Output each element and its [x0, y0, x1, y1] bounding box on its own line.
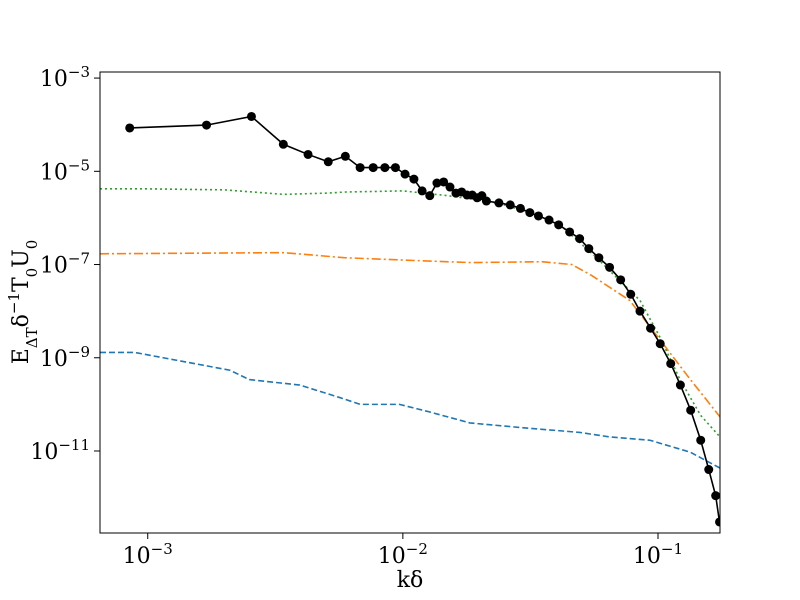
marker — [666, 359, 676, 369]
marker — [425, 191, 435, 201]
marker — [635, 306, 645, 316]
marker — [704, 465, 714, 475]
y-tick-label: 10−9 — [40, 343, 90, 372]
marker — [696, 435, 706, 445]
marker — [409, 174, 419, 184]
marker — [439, 177, 449, 187]
marker — [125, 123, 135, 133]
marker — [368, 163, 378, 173]
y-tick-label: 10−11 — [30, 436, 90, 465]
marker — [380, 163, 390, 173]
series-line — [100, 188, 720, 438]
marker — [515, 203, 525, 213]
x-axis-label: kδ — [397, 568, 424, 593]
marker — [246, 111, 256, 121]
series-line — [100, 251, 720, 418]
marker — [711, 491, 720, 501]
marker — [565, 227, 575, 237]
marker — [655, 339, 665, 349]
marker — [575, 234, 585, 244]
marker — [278, 139, 288, 149]
marker — [616, 275, 626, 285]
marker — [505, 200, 515, 210]
marker — [533, 211, 543, 221]
axes-frame — [99, 71, 721, 534]
x-tick-label: 10−1 — [633, 540, 683, 569]
marker — [584, 244, 594, 254]
plot-area — [100, 111, 720, 527]
marker — [525, 208, 535, 218]
marker — [400, 169, 410, 179]
marker — [646, 323, 656, 333]
marker — [323, 157, 333, 167]
marker — [554, 220, 564, 230]
marker — [686, 405, 696, 415]
marker — [494, 198, 504, 208]
marker — [715, 517, 720, 527]
marker — [417, 186, 427, 196]
y-axis-label: EΔTδ−1T0U0 — [5, 240, 41, 365]
series-line — [100, 351, 720, 469]
marker — [481, 196, 491, 206]
marker — [605, 262, 615, 272]
marker — [355, 163, 365, 173]
marker — [432, 178, 442, 188]
x-tick-label: 10−2 — [378, 540, 428, 569]
marker — [594, 253, 604, 263]
x-tick-label: 10−3 — [123, 540, 173, 569]
marker — [445, 182, 455, 192]
marker — [303, 149, 313, 159]
marker — [202, 120, 212, 130]
y-tick-label: 10−3 — [40, 63, 90, 92]
marker — [340, 151, 350, 161]
marker — [626, 289, 636, 299]
y-tick-label: 10−5 — [40, 156, 90, 185]
marker — [390, 163, 400, 173]
series-line — [129, 115, 720, 523]
y-tick-label: 10−7 — [40, 250, 90, 279]
marker — [544, 215, 554, 225]
marker — [675, 380, 685, 390]
